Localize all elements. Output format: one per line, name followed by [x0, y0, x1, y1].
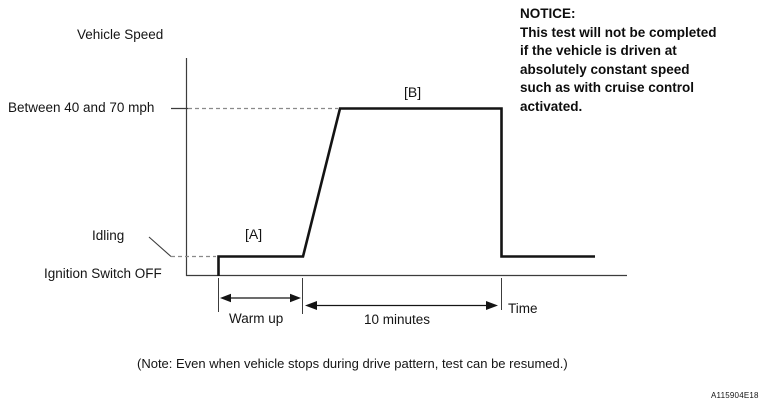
- ignition-off-label: Ignition Switch OFF: [44, 266, 162, 281]
- idling-level-label: Idling: [92, 228, 125, 243]
- ten-minutes-arrowhead-left-icon: [305, 301, 317, 310]
- footnote-text: (Note: Even when vehicle stops during dr…: [137, 356, 568, 371]
- x-axis-label: Time: [508, 301, 538, 316]
- segment-marker-a: [A]: [245, 226, 263, 242]
- figure-code: A115904E18: [711, 391, 759, 400]
- warmup-arrowhead-left-icon: [220, 293, 231, 303]
- warmup-arrowhead-right-icon: [290, 293, 301, 303]
- notice-block: NOTICE: This test will not be completed …: [520, 6, 717, 114]
- plateau-level-label: Between 40 and 70 mph: [8, 100, 155, 115]
- idling-leader-diagonal: [148, 236, 172, 257]
- segment-marker-b: [B]: [404, 84, 422, 100]
- y-axis-label: Vehicle Speed: [77, 27, 164, 42]
- ten-minutes-duration-label: 10 minutes: [364, 312, 431, 327]
- ten-minutes-arrowhead-right-icon: [486, 301, 498, 310]
- warmup-duration-label: Warm up: [229, 311, 284, 326]
- speed-curve: [217, 107, 595, 276]
